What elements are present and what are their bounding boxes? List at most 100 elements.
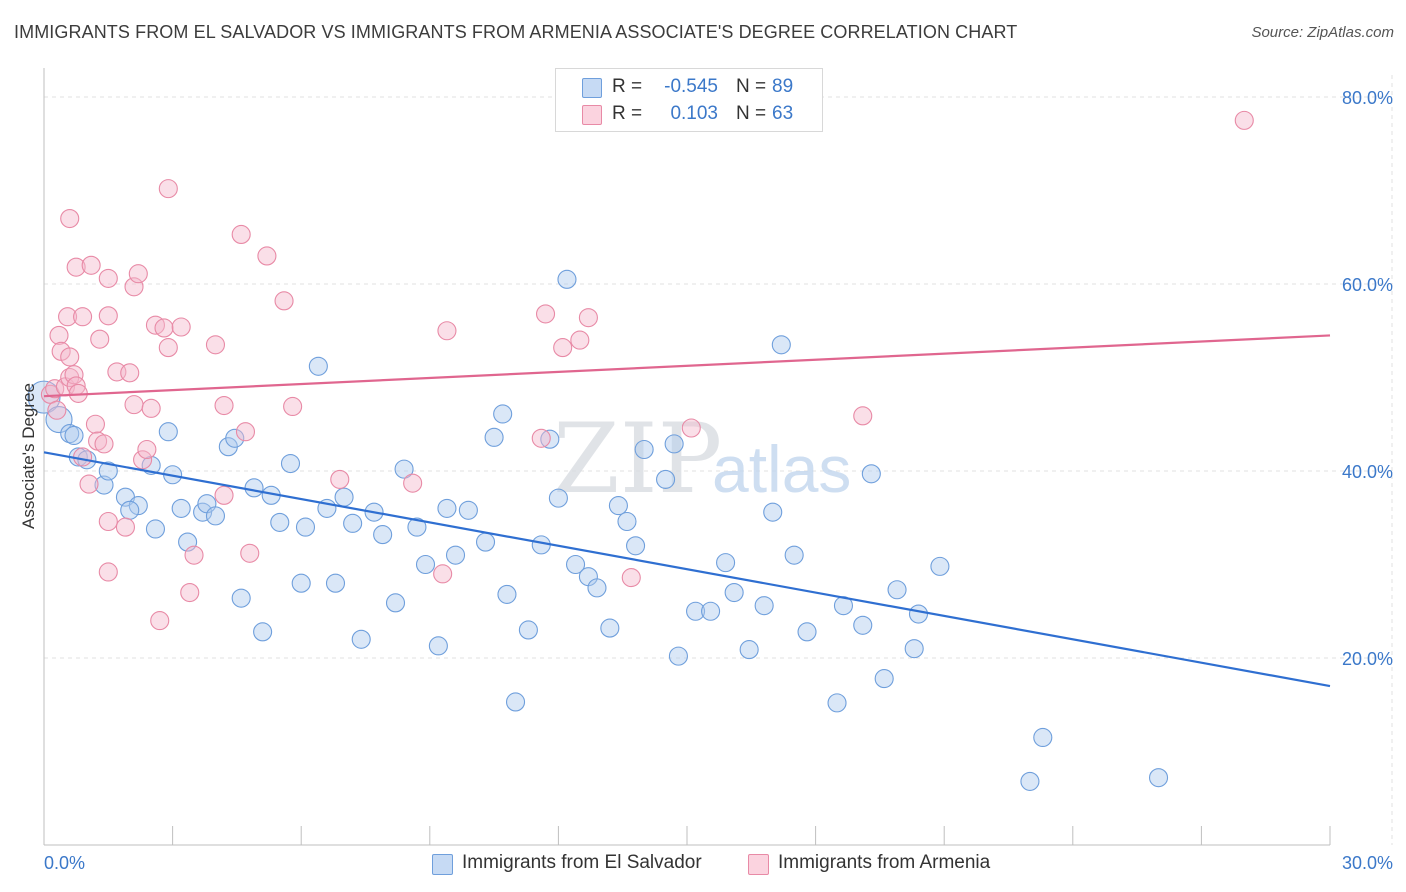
el-salvador-point <box>754 596 774 616</box>
el-salvador-point <box>664 434 684 454</box>
el-salvador-point <box>343 513 363 533</box>
el-salvador-point <box>784 545 804 565</box>
armenia-point <box>214 485 234 505</box>
x-tick-label: 30.0% <box>1342 853 1393 873</box>
legend-r-label: R = <box>612 76 643 97</box>
legend-row-armenia: R = 0.103 N = 63 <box>556 101 822 127</box>
grid-lines <box>44 75 1393 845</box>
legend-r-label: R = <box>612 103 643 124</box>
el-salvador-point <box>98 461 118 481</box>
armenia-point <box>98 562 118 582</box>
legend-n-value: 63 <box>772 103 794 124</box>
el-salvador-point <box>587 578 607 598</box>
armenia-point <box>73 447 93 467</box>
x-tick-label: 0.0% <box>44 853 85 873</box>
el-salvador-point <box>724 582 744 603</box>
el-salvador-point <box>565 554 586 575</box>
data-points <box>27 110 1254 791</box>
armenia-point <box>214 395 234 416</box>
el-salvador-point <box>325 573 346 593</box>
trend-lines <box>43 334 1331 688</box>
armenia-point <box>240 543 260 563</box>
el-salvador-point <box>557 269 577 289</box>
el-salvador-point <box>853 615 873 635</box>
el-salvador-point <box>458 500 478 520</box>
el-salvador-point <box>428 636 448 656</box>
el-salvador-point <box>334 487 354 507</box>
armenia-point <box>141 398 161 418</box>
el-salvador-point <box>904 639 924 659</box>
el-salvador-point <box>497 584 517 604</box>
axes <box>43 68 1331 846</box>
el-salvador-point <box>171 498 191 518</box>
armenia-point <box>150 611 170 631</box>
armenia-point <box>98 306 118 326</box>
el-salvador-point <box>518 620 538 640</box>
armenia-point <box>180 582 200 603</box>
el-salvador-point <box>548 488 568 508</box>
el-salvador-point <box>484 427 504 447</box>
el-salvador-point <box>797 622 817 642</box>
el-salvador-point <box>771 335 791 355</box>
el-salvador-point <box>120 500 140 520</box>
el-salvador-point <box>668 646 688 666</box>
el-salvador-point <box>445 545 466 565</box>
el-salvador-point <box>373 525 393 545</box>
el-salvador-point <box>600 618 620 638</box>
el-salvador-point <box>225 428 245 448</box>
armenia-point <box>120 363 140 383</box>
el-salvador-point <box>874 669 894 689</box>
armenia-point <box>81 255 101 275</box>
armenia-point <box>58 307 78 327</box>
legend-n-label: N = <box>736 103 767 124</box>
armenia-point <box>283 396 303 417</box>
el-salvador-point <box>1148 768 1169 788</box>
el-salvador-point <box>634 439 654 460</box>
el-salvador-point <box>280 453 301 474</box>
el-salvador-point <box>739 640 759 660</box>
el-salvador-point <box>505 692 526 712</box>
tick-labels: 20.0% 40.0% 60.0% 80.0% 0.0% 30.0% <box>44 88 1393 873</box>
armenia-point <box>1234 110 1254 130</box>
legend-n-value: 89 <box>772 76 794 97</box>
series-label-el-salvador: Immigrants from El Salvador <box>462 852 702 873</box>
el-salvador-point <box>27 380 61 414</box>
armenia-point <box>47 400 67 420</box>
el-salvador-point <box>626 536 646 556</box>
legend-r-value: 0.103 <box>670 103 718 124</box>
armenia-point <box>570 330 590 350</box>
armenia-point <box>94 434 114 454</box>
el-salvador-point <box>1020 771 1040 791</box>
legend-r-value: -0.545 <box>664 76 718 97</box>
el-salvador-point <box>385 593 406 613</box>
y-tick-label: 40.0% <box>1342 462 1393 482</box>
el-salvador-point <box>351 629 371 649</box>
armenia-point <box>90 329 110 349</box>
chart-title: IMMIGRANTS FROM EL SALVADOR VS IMMIGRANT… <box>14 22 1018 42</box>
armenia-point <box>553 338 573 358</box>
armenia-point <box>681 418 701 438</box>
el-salvador-point <box>493 404 513 424</box>
el-salvador-point <box>205 506 226 526</box>
armenia-point <box>531 428 551 448</box>
el-salvador-point <box>158 422 178 442</box>
armenia-trend-line <box>43 334 1331 398</box>
el-salvador-point <box>407 517 427 537</box>
armenia-point <box>853 406 873 426</box>
el-salvador-point <box>861 464 881 484</box>
el-salvador-point <box>437 498 457 518</box>
series-swatch-armenia <box>748 854 769 875</box>
legend-n-label: N = <box>736 76 767 97</box>
el-salvador-point <box>701 601 721 621</box>
el-salvador-point <box>291 573 311 593</box>
el-salvador-point <box>244 478 264 498</box>
legend-swatch-armenia <box>582 105 602 125</box>
armenia-point <box>73 307 93 327</box>
el-salvador-point <box>908 604 929 624</box>
el-salvador-point <box>656 469 676 489</box>
el-salvador-point <box>253 622 273 642</box>
el-salvador-point <box>145 519 166 539</box>
armenia-point <box>205 335 226 355</box>
armenia-point <box>330 469 350 489</box>
